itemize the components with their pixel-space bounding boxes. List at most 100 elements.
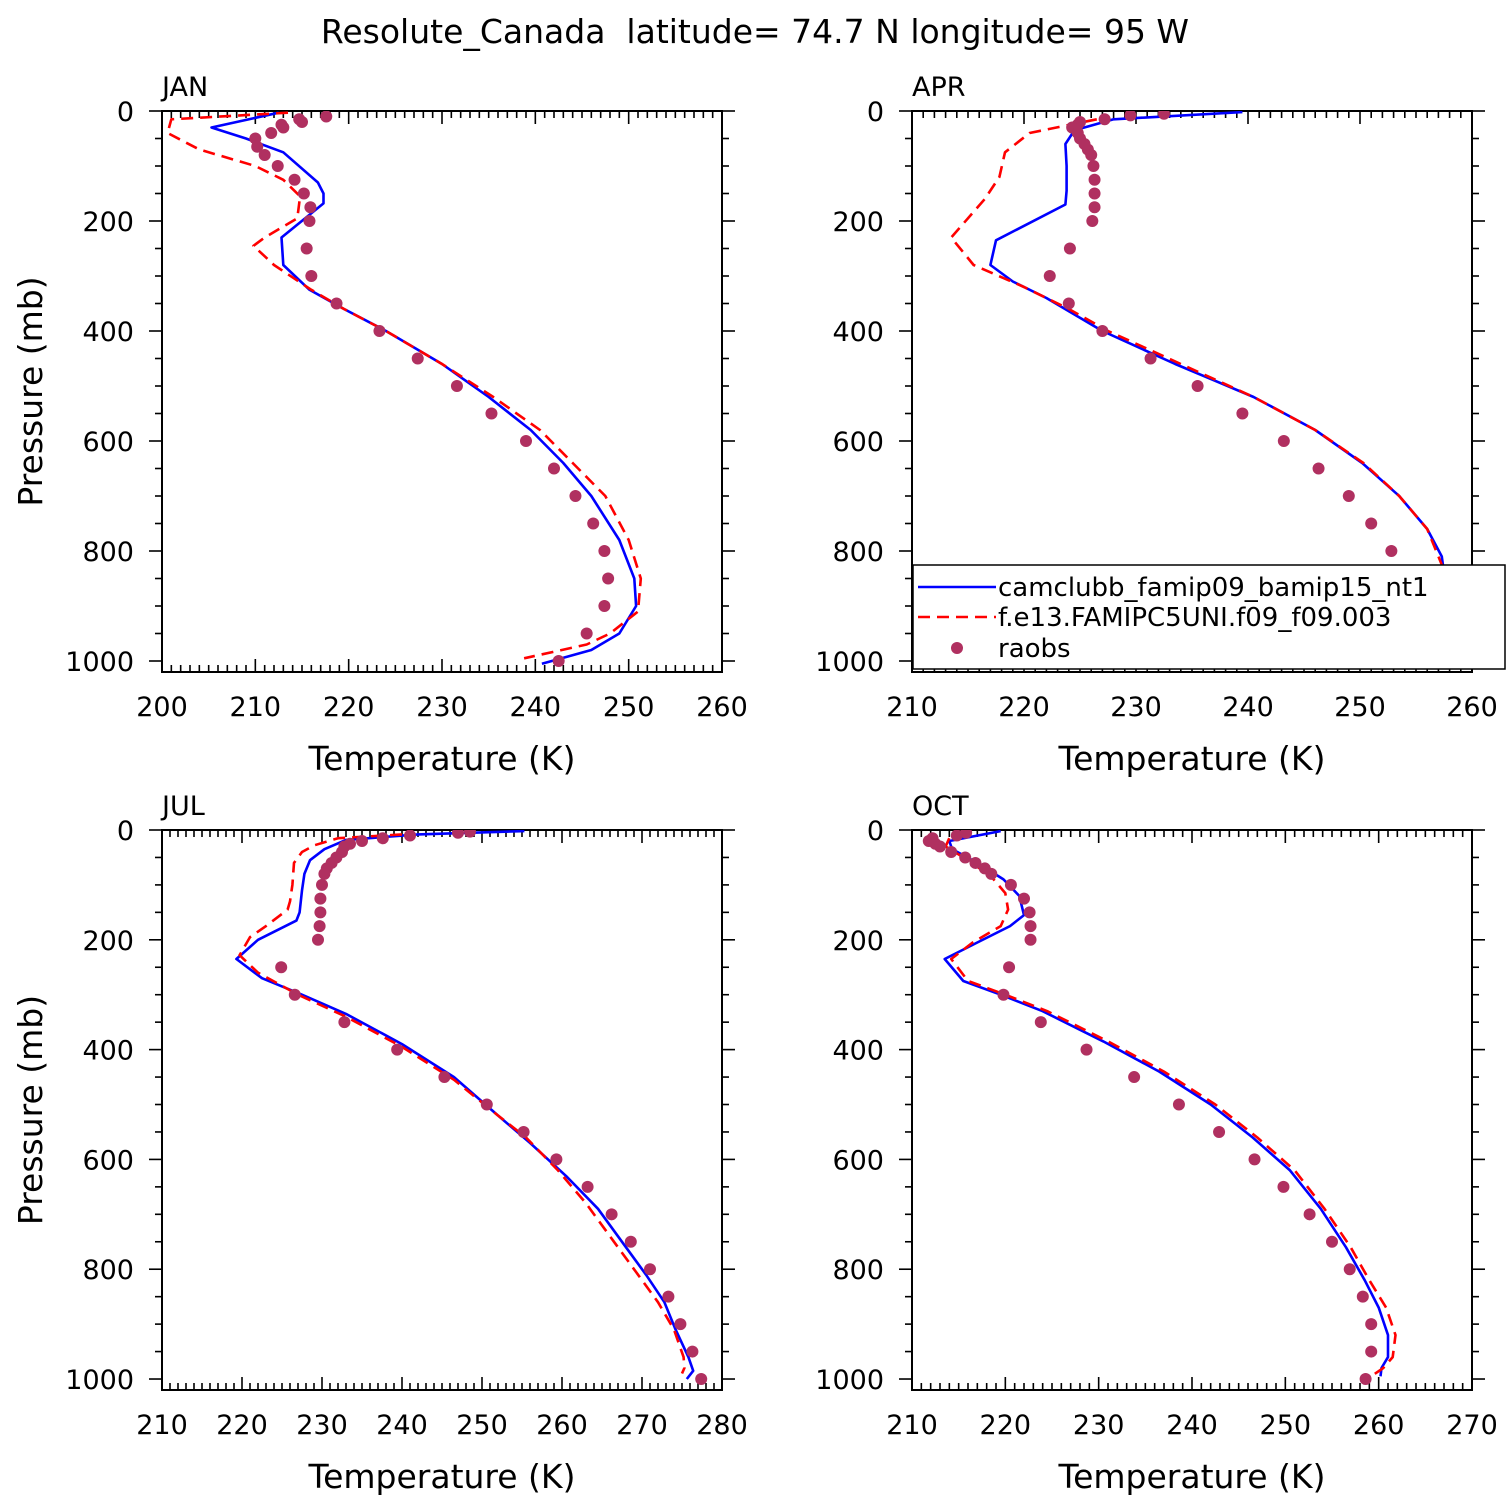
legend-label: camclubb_famip09_bamip15_nt1 — [998, 573, 1429, 603]
raobs-point — [258, 149, 271, 161]
raobs-point — [1213, 1125, 1226, 1138]
x-tick-label: 250 — [1260, 1410, 1312, 1441]
raobs-point — [662, 1290, 675, 1303]
raobs-point — [552, 655, 565, 667]
raobs-point — [296, 116, 308, 128]
y-tick-label: 0 — [867, 97, 884, 128]
x-tick-label: 210 — [886, 692, 938, 723]
raobs-point — [464, 830, 476, 838]
raobs-point — [404, 830, 416, 842]
x-tick-label: 270 — [1446, 1410, 1498, 1441]
raobs-point — [644, 1263, 656, 1276]
raobs-point — [1365, 517, 1378, 530]
y-axis-label: Pressure (mb) — [11, 995, 50, 1225]
raobs-point — [271, 160, 284, 172]
raobs-point — [1124, 111, 1137, 122]
y-tick-label: 200 — [832, 926, 884, 957]
raobs-point — [969, 856, 982, 869]
y-tick-label: 1000 — [815, 1365, 884, 1396]
x-tick-label: 270 — [616, 1410, 668, 1441]
raobs-point — [1018, 892, 1030, 905]
raobs-point — [580, 627, 593, 640]
raobs-point — [356, 834, 368, 847]
raobs-point — [314, 906, 327, 919]
raobs-point — [1080, 1043, 1093, 1056]
raobs-point — [934, 840, 946, 853]
raobs-point — [303, 215, 316, 227]
raobs-point — [1172, 1098, 1185, 1111]
raobs-point — [1385, 545, 1398, 557]
raobs-point — [674, 1318, 687, 1331]
raobs-point — [1236, 407, 1249, 420]
x-axis-label: Temperature (K) — [308, 739, 576, 778]
raobs-point — [275, 961, 288, 974]
raobs-point — [581, 1180, 594, 1193]
legend-label: raobs — [998, 634, 1071, 664]
x-tick-label: 200 — [136, 692, 188, 723]
x-tick-label: 280 — [696, 1410, 748, 1441]
raobs-point — [300, 242, 313, 255]
y-tick-label: 200 — [82, 926, 134, 957]
x-tick-label: 260 — [1353, 1410, 1405, 1441]
figure-title: Resolute_Canada latitude= 74.7 N longitu… — [321, 12, 1189, 51]
series-group — [235, 830, 708, 1386]
y-tick-label: 1000 — [65, 647, 134, 678]
x-tick-label: 240 — [510, 692, 562, 723]
raobs-point — [1248, 1153, 1261, 1166]
raobs-point — [480, 1098, 493, 1111]
raobs-point — [1024, 933, 1037, 946]
raobs-point — [338, 1016, 351, 1029]
raobs-point — [598, 545, 611, 557]
x-axis-label: Temperature (K) — [1058, 1457, 1326, 1496]
y-tick-label: 800 — [82, 1255, 134, 1286]
raobs-point — [605, 1208, 618, 1221]
model2-profile-line — [166, 111, 643, 660]
x-tick-label: 210 — [230, 692, 282, 723]
raobs-point — [945, 845, 958, 858]
legend-marker-raobs — [951, 642, 963, 654]
plot-frame — [161, 829, 723, 1391]
raobs-point — [1024, 920, 1037, 933]
y-tick-label: 400 — [82, 317, 134, 348]
panel-title: JUL — [160, 791, 205, 822]
x-tick-label: 250 — [1334, 692, 1386, 723]
model2-profile-line — [238, 833, 686, 1375]
y-tick-label: 800 — [832, 537, 884, 568]
raobs-point — [411, 352, 424, 365]
raobs-point — [1365, 1318, 1378, 1331]
x-tick-label: 260 — [696, 692, 748, 723]
y-tick-label: 0 — [867, 816, 884, 847]
raobs-point — [1088, 187, 1101, 200]
raobs-point — [1277, 1180, 1290, 1193]
raobs-point — [297, 187, 310, 200]
panel-apr: 210 220 230 240 250 260 0 200 400 600 800 1000 APR Te… — [815, 72, 1506, 778]
raobs-point — [288, 988, 301, 1001]
raobs-point — [376, 832, 389, 845]
y-tick-label: 400 — [832, 1036, 884, 1067]
raobs-point — [1365, 1345, 1378, 1358]
panel-title: APR — [912, 72, 966, 103]
raobs-point — [1096, 325, 1109, 337]
legend-box — [912, 564, 1506, 670]
x-tick-label: 220 — [216, 1410, 268, 1441]
raobs-point — [985, 867, 998, 880]
y-tick-label: 800 — [832, 1255, 884, 1286]
y-axis-label: Pressure (mb) — [11, 276, 50, 506]
raobs-point — [288, 173, 301, 186]
x-tick-label: 240 — [1166, 1410, 1218, 1441]
model1-profile-line — [943, 830, 1390, 1377]
raobs-point — [485, 407, 498, 420]
model2-profile-line — [944, 837, 1397, 1378]
x-tick-label: 220 — [323, 692, 375, 723]
raobs-point — [314, 892, 327, 905]
panel-jan: 200 210 220 230 240 250 260 0 200 400 600 800 1000 JA… — [11, 72, 748, 778]
raobs-point — [320, 111, 333, 123]
x-tick-label: 220 — [980, 1410, 1032, 1441]
raobs-point — [1023, 906, 1036, 919]
raobs-point — [960, 830, 973, 839]
y-tick-label: 400 — [832, 317, 884, 348]
y-tick-label: 800 — [82, 537, 134, 568]
plot-frame — [911, 829, 1473, 1391]
raobs-point — [997, 988, 1010, 1001]
